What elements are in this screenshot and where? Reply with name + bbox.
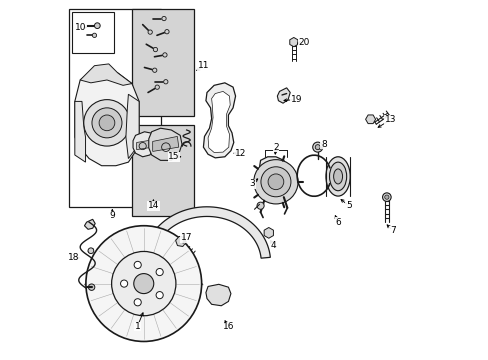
- Circle shape: [315, 145, 320, 150]
- Polygon shape: [84, 219, 95, 229]
- Circle shape: [162, 17, 166, 21]
- Circle shape: [88, 284, 95, 291]
- Circle shape: [291, 40, 295, 44]
- Text: 5: 5: [345, 201, 351, 210]
- Circle shape: [253, 159, 298, 204]
- Text: 17: 17: [181, 233, 192, 242]
- Polygon shape: [205, 284, 230, 306]
- Polygon shape: [125, 94, 139, 158]
- Ellipse shape: [325, 157, 349, 196]
- Circle shape: [148, 30, 152, 34]
- Circle shape: [134, 299, 141, 306]
- Circle shape: [92, 33, 97, 37]
- Circle shape: [312, 142, 322, 152]
- Text: 15: 15: [168, 152, 179, 161]
- Text: 16: 16: [222, 322, 234, 331]
- Circle shape: [94, 23, 100, 28]
- Ellipse shape: [329, 162, 346, 191]
- Circle shape: [111, 251, 176, 316]
- Text: 6: 6: [335, 218, 340, 227]
- Polygon shape: [203, 83, 235, 158]
- Circle shape: [88, 248, 94, 253]
- Polygon shape: [207, 91, 230, 153]
- Ellipse shape: [333, 169, 342, 184]
- Circle shape: [261, 167, 290, 197]
- Text: 7: 7: [389, 226, 395, 235]
- Text: 12: 12: [234, 149, 245, 158]
- Circle shape: [156, 269, 163, 276]
- Text: 13: 13: [384, 116, 395, 125]
- Polygon shape: [148, 128, 182, 160]
- Text: 19: 19: [290, 95, 302, 104]
- Text: 2: 2: [273, 143, 278, 152]
- Circle shape: [156, 292, 163, 299]
- Text: 10: 10: [75, 23, 86, 32]
- Bar: [132, 9, 194, 116]
- Circle shape: [384, 195, 388, 199]
- Text: 14: 14: [147, 201, 159, 210]
- Polygon shape: [147, 207, 270, 258]
- Bar: [132, 125, 194, 216]
- Circle shape: [257, 202, 264, 209]
- Circle shape: [266, 230, 271, 235]
- Polygon shape: [258, 157, 290, 201]
- Circle shape: [382, 193, 390, 202]
- Circle shape: [86, 226, 201, 342]
- Circle shape: [152, 68, 157, 72]
- Text: 3: 3: [249, 179, 255, 188]
- Circle shape: [134, 274, 153, 294]
- Text: 9: 9: [109, 211, 115, 220]
- Circle shape: [121, 280, 127, 287]
- Polygon shape: [136, 140, 152, 150]
- Text: 8: 8: [320, 140, 326, 149]
- Circle shape: [267, 174, 283, 190]
- Bar: [69, 9, 160, 207]
- Polygon shape: [75, 69, 139, 166]
- Polygon shape: [75, 102, 85, 162]
- Text: 20: 20: [298, 38, 309, 47]
- Circle shape: [83, 100, 130, 146]
- Circle shape: [153, 48, 157, 52]
- Text: 11: 11: [197, 61, 209, 70]
- Polygon shape: [277, 88, 290, 103]
- Circle shape: [99, 115, 115, 131]
- Text: 4: 4: [270, 240, 275, 249]
- Circle shape: [163, 80, 167, 84]
- Polygon shape: [152, 136, 179, 152]
- Polygon shape: [133, 132, 155, 157]
- Circle shape: [163, 53, 167, 57]
- Text: 18: 18: [68, 253, 80, 262]
- Polygon shape: [80, 64, 132, 85]
- Circle shape: [134, 261, 141, 269]
- Text: 1: 1: [134, 322, 140, 331]
- Circle shape: [155, 85, 159, 89]
- Circle shape: [164, 30, 169, 34]
- Bar: [72, 12, 114, 53]
- Circle shape: [92, 108, 122, 138]
